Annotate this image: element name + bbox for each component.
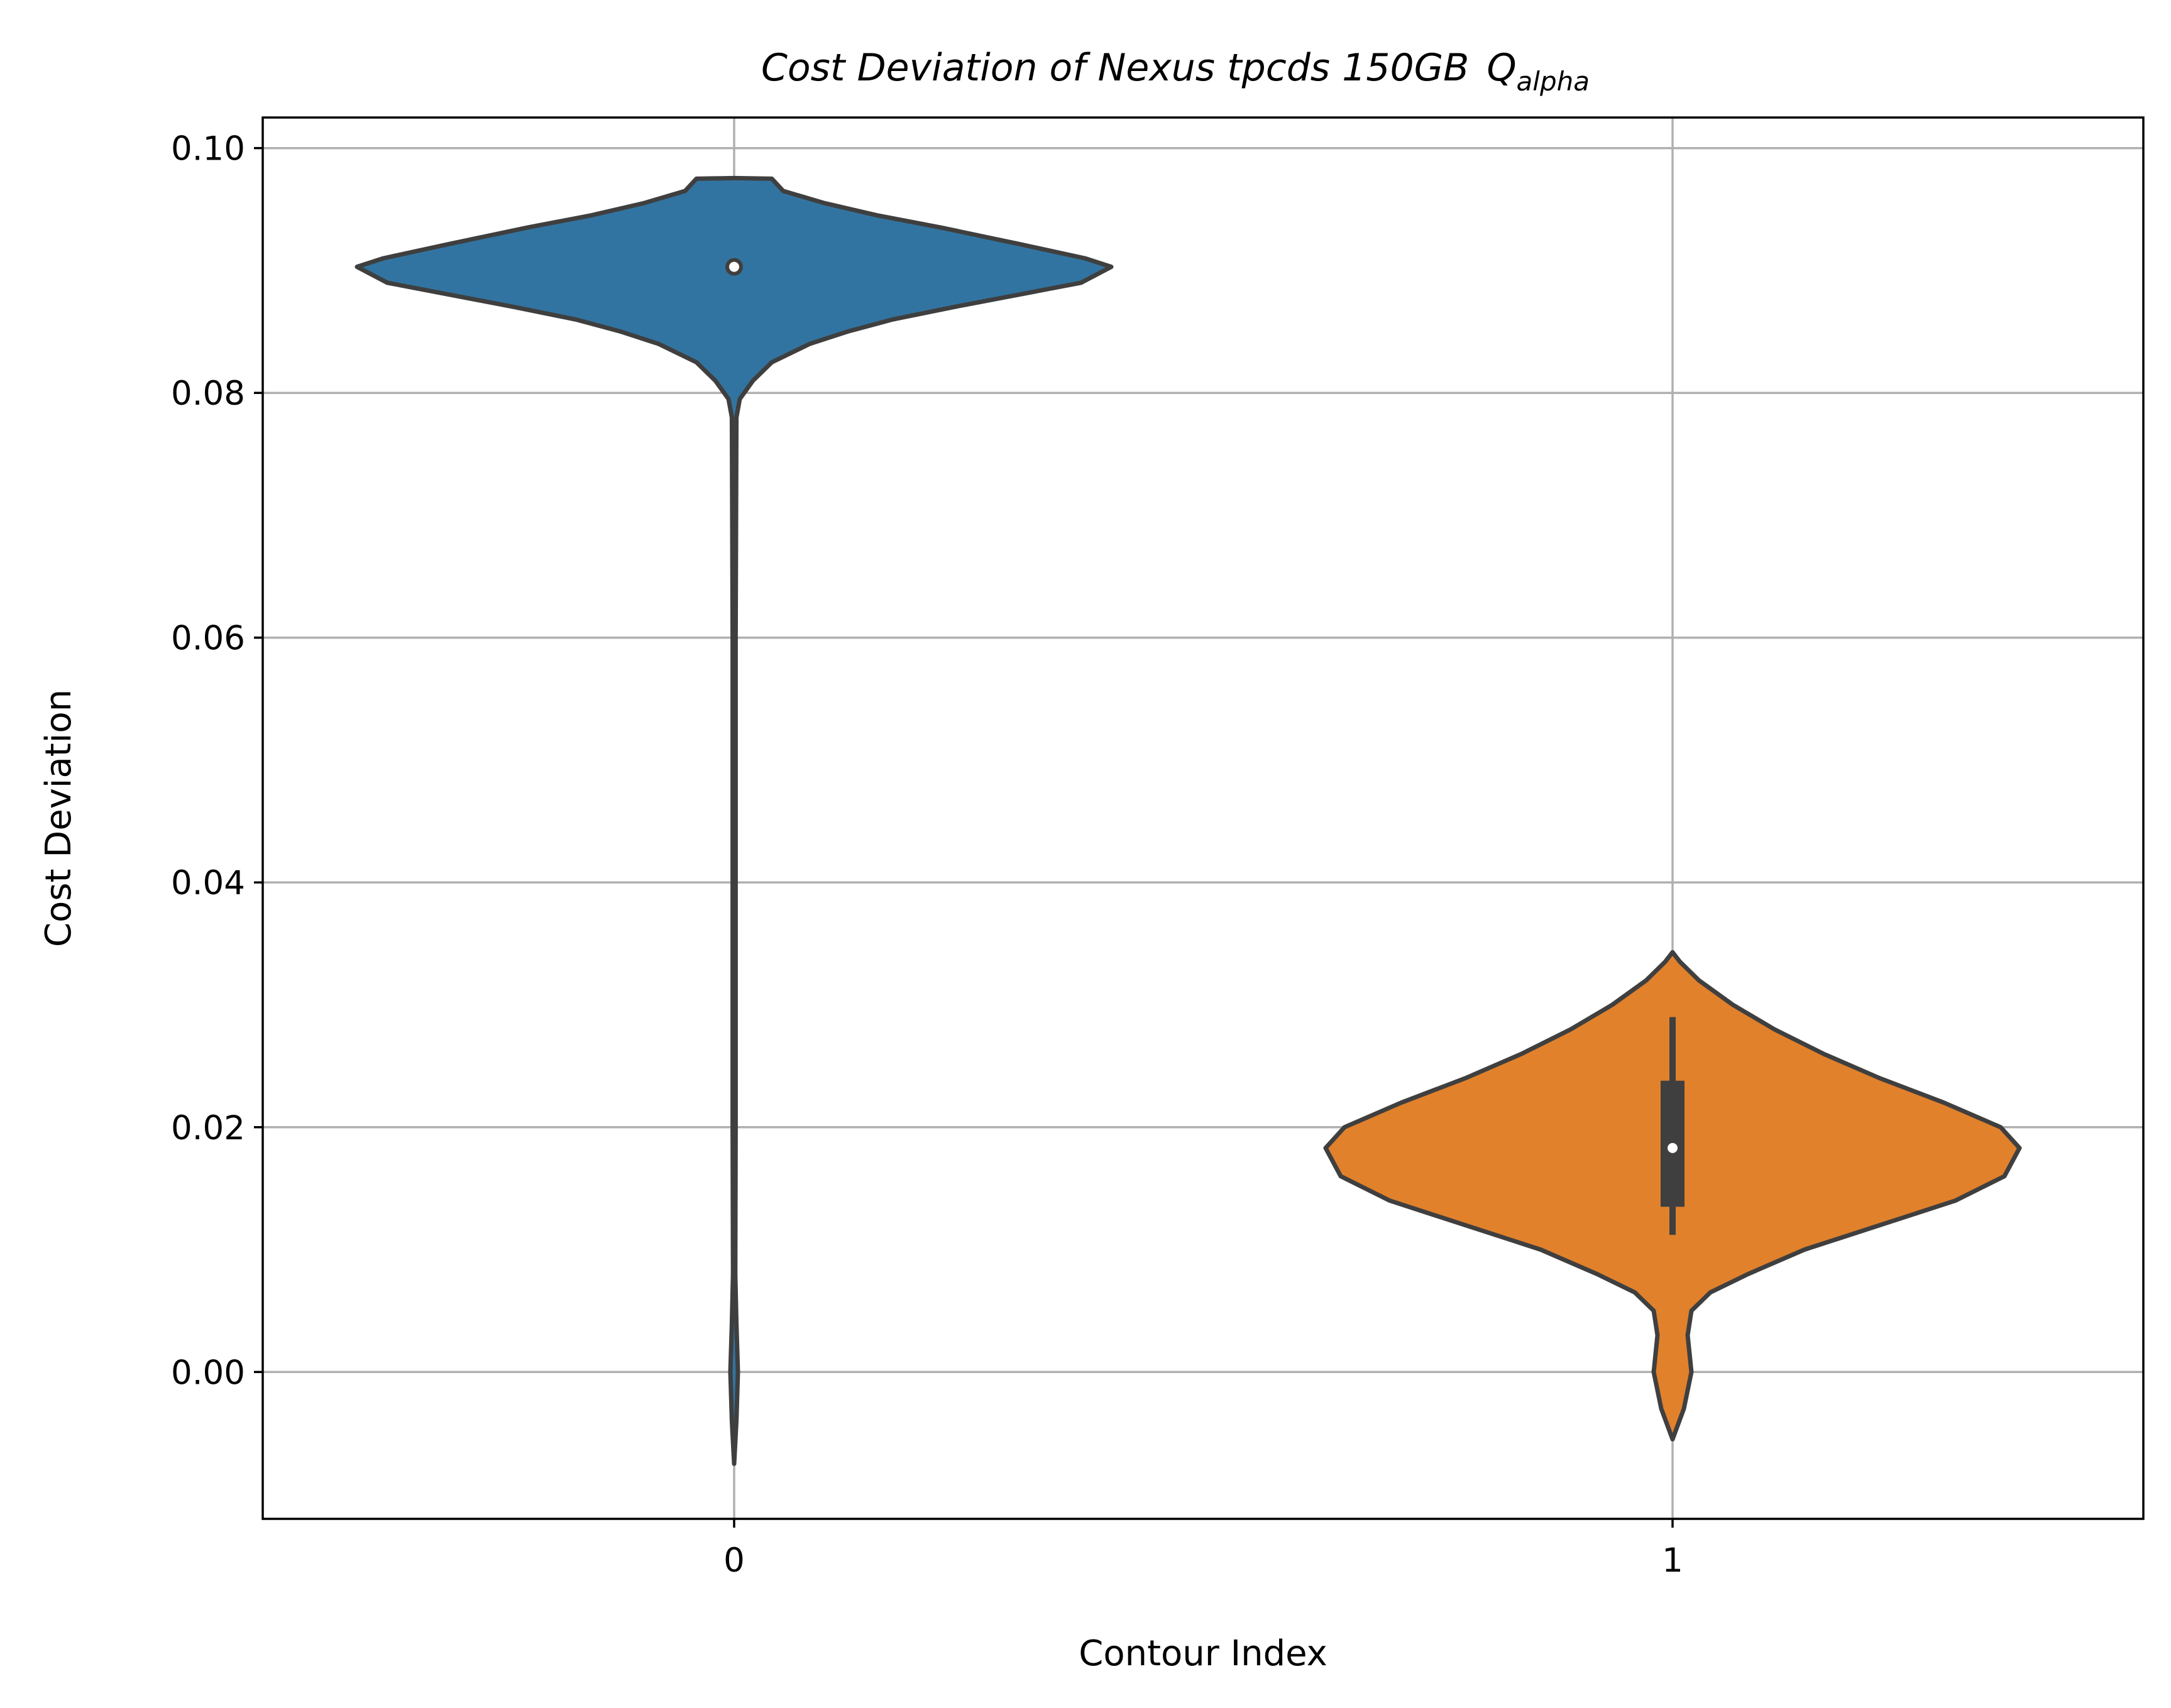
violin-body-0	[355, 175, 1114, 1466]
median-marker-0	[725, 258, 743, 276]
chart-title: Cost Deviation of Nexus tpcds 150GB Qalph…	[761, 46, 1590, 97]
x-tick-label: 0	[723, 1541, 745, 1580]
y-tick-label: 0.04	[171, 864, 245, 902]
y-tick-label: 0.10	[171, 130, 245, 168]
violin-layer	[355, 175, 2022, 1466]
x-tick-label: 1	[1662, 1541, 1683, 1580]
y-tick-label: 0.08	[171, 375, 245, 413]
x-axis-label: Contour Index	[1079, 1633, 1327, 1674]
y-tick-label: 0.06	[171, 620, 245, 658]
y-tick-label: 0.00	[171, 1354, 245, 1392]
y-axis-label: Cost Deviation	[38, 689, 79, 947]
median-marker-1	[1664, 1139, 1681, 1157]
tick-layer: 0.00 0.02 0.04 0.06 0.08 0.10 0 1	[171, 130, 1683, 1580]
y-tick-label: 0.02	[171, 1109, 245, 1147]
plot-frame	[261, 116, 2145, 1520]
